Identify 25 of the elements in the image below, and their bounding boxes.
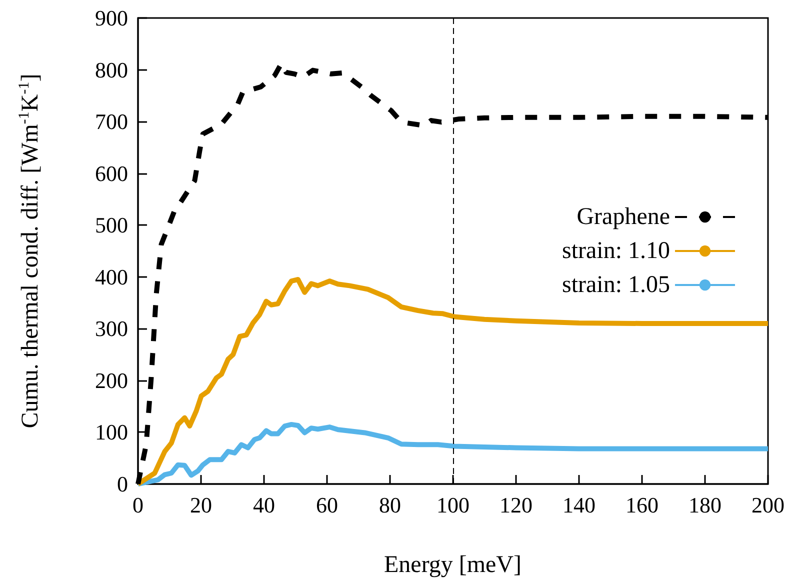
y-tick-label: 700	[95, 109, 128, 134]
x-tick-label: 80	[379, 492, 401, 518]
x-tick-label: 140	[562, 492, 596, 518]
x-tick-label: 160	[626, 492, 658, 518]
x-tick-label: 100	[436, 492, 470, 518]
x-tick-label: 0	[132, 492, 144, 518]
legend-label: strain: 1.05	[562, 272, 670, 298]
y-tick-label: 300	[95, 316, 128, 342]
x-tick-label: 60	[316, 492, 338, 518]
y-tick-label: 0	[117, 472, 128, 496]
legend-label: strain: 1.10	[562, 238, 670, 264]
y-tick-label: 200	[95, 368, 128, 393]
x-axis-title: Energy [meV]	[384, 552, 522, 579]
y-tick-label: 100	[95, 420, 128, 445]
y-tick-label: 400	[95, 264, 128, 290]
x-tick-label: 40	[253, 492, 275, 518]
legend-label: Graphene	[576, 204, 670, 230]
x-tick-label: 20	[190, 492, 212, 518]
x-tick-label: 180	[688, 492, 722, 518]
y-tick-label: 600	[95, 160, 128, 186]
y-tick-label: 900	[95, 6, 128, 30]
x-tick-label: 200	[752, 492, 784, 518]
x-tick-label: 120	[500, 492, 532, 518]
y-tick-label: 500	[95, 212, 128, 238]
y-tick-label: 800	[95, 57, 128, 82]
